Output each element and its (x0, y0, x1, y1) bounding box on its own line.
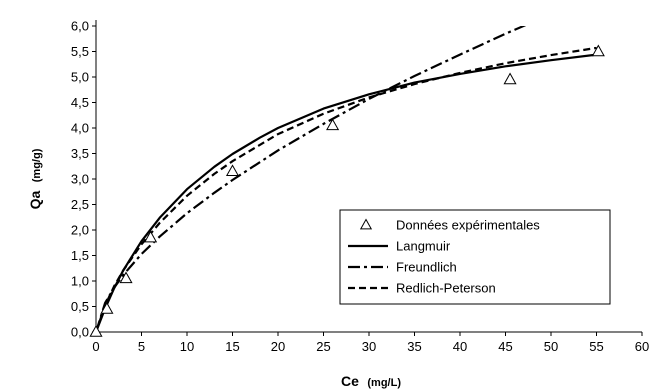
series-line-redlich-peterson (96, 46, 597, 332)
x-tick-label: 25 (316, 339, 330, 354)
data-point-donnees-experimentales (89, 324, 103, 337)
data-point-donnees-experimentales (225, 164, 240, 177)
data-point-donnees-experimentales (591, 44, 605, 57)
x-tick-label: 50 (544, 339, 558, 354)
data-point-donnees-experimentales (144, 230, 158, 243)
x-tick-label: 0 (92, 339, 99, 354)
legend-label-donnees-experimentales: Données expérimentales (396, 218, 540, 233)
x-tick-label: 40 (453, 339, 467, 354)
data-point-donnees-experimentales (326, 118, 340, 131)
legend-label-langmuir: Langmuir (396, 239, 451, 254)
data-point-donnees-experimentales (119, 271, 133, 284)
x-tick-label: 60 (635, 339, 649, 354)
data-point-donnees-experimentales (503, 72, 517, 85)
y-tick-label: 4,0 (71, 121, 89, 136)
series-markers (89, 44, 605, 337)
x-tick-label: 10 (180, 339, 194, 354)
x-tick-label: 30 (362, 339, 376, 354)
x-tick-label: 5 (138, 339, 145, 354)
y-tick-label: 5,0 (71, 70, 89, 85)
y-tick-label: 2,0 (71, 223, 89, 238)
legend-marker-donnees-experimentales (359, 218, 373, 230)
x-tick-label: 35 (407, 339, 421, 354)
x-axis-label: Ce (mg/L) (341, 373, 401, 390)
y-tick-label: 0,0 (71, 325, 89, 340)
y-tick-label: 0,5 (71, 299, 89, 314)
x-axis-label-main: Ce (341, 373, 359, 389)
data-point-donnees-experimentales (100, 302, 114, 314)
y-axis-label: Qa (mg/g) (27, 148, 44, 209)
x-axis-label-unit: (mg/L) (367, 377, 401, 389)
legend: Données expérimentales Langmuir Freundlich… (339, 209, 611, 305)
legend-label-freundlich: Freundlich (396, 260, 457, 275)
x-tick-label: 55 (589, 339, 603, 354)
legend-label-redlich-peterson: Redlich-Peterson (396, 281, 496, 296)
y-tick-label: 1,5 (71, 248, 89, 263)
y-tick-label: 2,5 (71, 197, 89, 212)
series-lines (96, 26, 597, 332)
y-tick-label: 5,5 (71, 44, 89, 59)
y-tick-label: 3,0 (71, 172, 89, 187)
series-line-freundlich (96, 26, 527, 332)
y-tick-label: 3,5 (71, 146, 89, 161)
y-tick-label: 6,0 (71, 19, 89, 34)
ticks: 0 5 10 15 20 25 30 35 40 45 50 55 60 0,0 0,5 1,0 1,5 2,0 2… (71, 19, 649, 355)
series-line-langmuir (96, 53, 597, 332)
x-tick-label: 20 (271, 339, 285, 354)
x-tick-label: 15 (225, 339, 239, 354)
x-tick-label: 45 (498, 339, 512, 354)
y-axis-label-unit: (mg/g) (31, 148, 43, 182)
y-tick-label: 4,5 (71, 95, 89, 110)
y-tick-label: 1,0 (71, 274, 89, 289)
y-axis-label-main: Qa (27, 190, 43, 209)
